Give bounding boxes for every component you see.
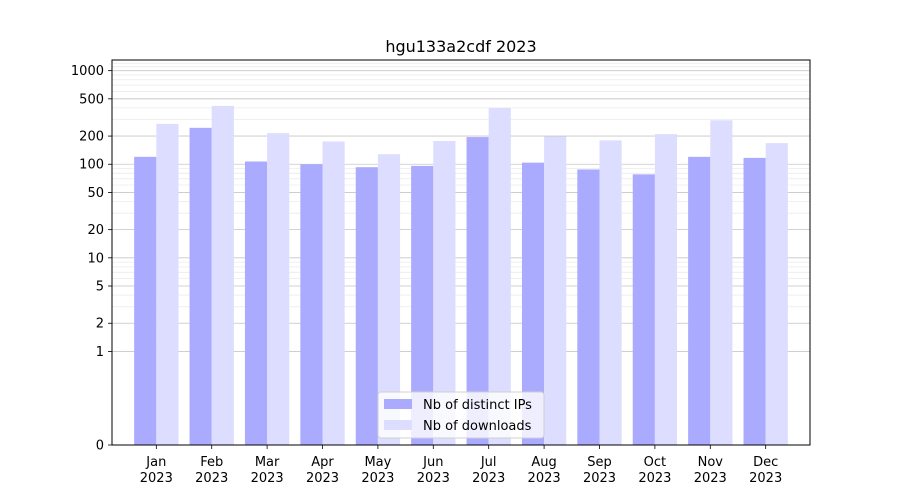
bar-distinct-ips [189, 127, 212, 445]
x-tick-label: Aug 2023 [528, 455, 561, 486]
bars [134, 105, 788, 446]
x-tick-label: Feb 2023 [195, 455, 228, 486]
x-tick-label: Nov 2023 [694, 455, 727, 486]
bar-downloads [322, 141, 345, 445]
y-tick-label: 100 [79, 158, 104, 173]
x-tick-label: Jan 2023 [140, 455, 173, 486]
bar-distinct-ips [521, 162, 545, 445]
bar-downloads [765, 143, 788, 445]
y-tick-label: 50 [87, 186, 104, 201]
bar-distinct-ips [300, 164, 323, 445]
bar-downloads [488, 107, 511, 446]
x-tick-label: Sep 2023 [583, 455, 616, 486]
legend: Nb of distinct IPs Nb of downloads [377, 391, 545, 439]
x-tick-label: Apr 2023 [306, 455, 339, 486]
bar-distinct-ips [632, 174, 655, 445]
legend-swatch [384, 399, 412, 409]
bar-downloads [211, 105, 234, 445]
plot-frame [111, 59, 811, 446]
legend-box [377, 391, 545, 439]
axes: Jan 2023 Feb 2023 Mar 2023 Apr 2023 May 2023 Jun 20… [71, 59, 811, 486]
y-tick-label: 1000 [71, 64, 104, 79]
y-tick-label: 10 [87, 251, 104, 266]
legend-label: Nb of distinct IPs [423, 398, 532, 413]
y-tick-label: 1 [96, 345, 104, 360]
bar-downloads [377, 154, 401, 446]
legend-swatch [384, 420, 412, 430]
y-tick-label: 5 [96, 280, 104, 295]
x-tick-label: May 2023 [361, 455, 394, 486]
legend-label: Nb of downloads [423, 419, 532, 434]
bar-distinct-ips [134, 156, 157, 446]
bar-downloads [267, 133, 290, 446]
bar-downloads [544, 136, 567, 445]
y-tick-label: 500 [79, 92, 104, 107]
bar-distinct-ips [466, 137, 489, 445]
bar-downloads [599, 140, 622, 445]
bar-downloads [710, 120, 733, 445]
y-tick-label: 0 [96, 439, 104, 454]
y-tick-label: 2 [96, 317, 104, 332]
bar-distinct-ips [688, 156, 711, 446]
chart-title: hgu133a2cdf 2023 [385, 37, 536, 56]
x-tick-label: Mar 2023 [251, 455, 284, 486]
x-tick-label: Jul 2023 [472, 455, 505, 486]
bar-downloads [654, 134, 678, 446]
bar-distinct-ips [577, 169, 600, 446]
bar-distinct-ips [411, 165, 434, 445]
y-tick-label: 20 [87, 223, 104, 238]
y-tick-label: 200 [79, 130, 104, 145]
x-tick-label: Dec 2023 [749, 455, 782, 486]
bar-distinct-ips [355, 167, 378, 446]
bar-distinct-ips [244, 161, 268, 445]
x-tick-label: Oct 2023 [638, 455, 671, 486]
x-tick-label: Jun 2023 [417, 455, 450, 486]
bar-downloads [156, 123, 179, 445]
bar-distinct-ips [743, 157, 766, 446]
bar-downloads [433, 141, 456, 446]
